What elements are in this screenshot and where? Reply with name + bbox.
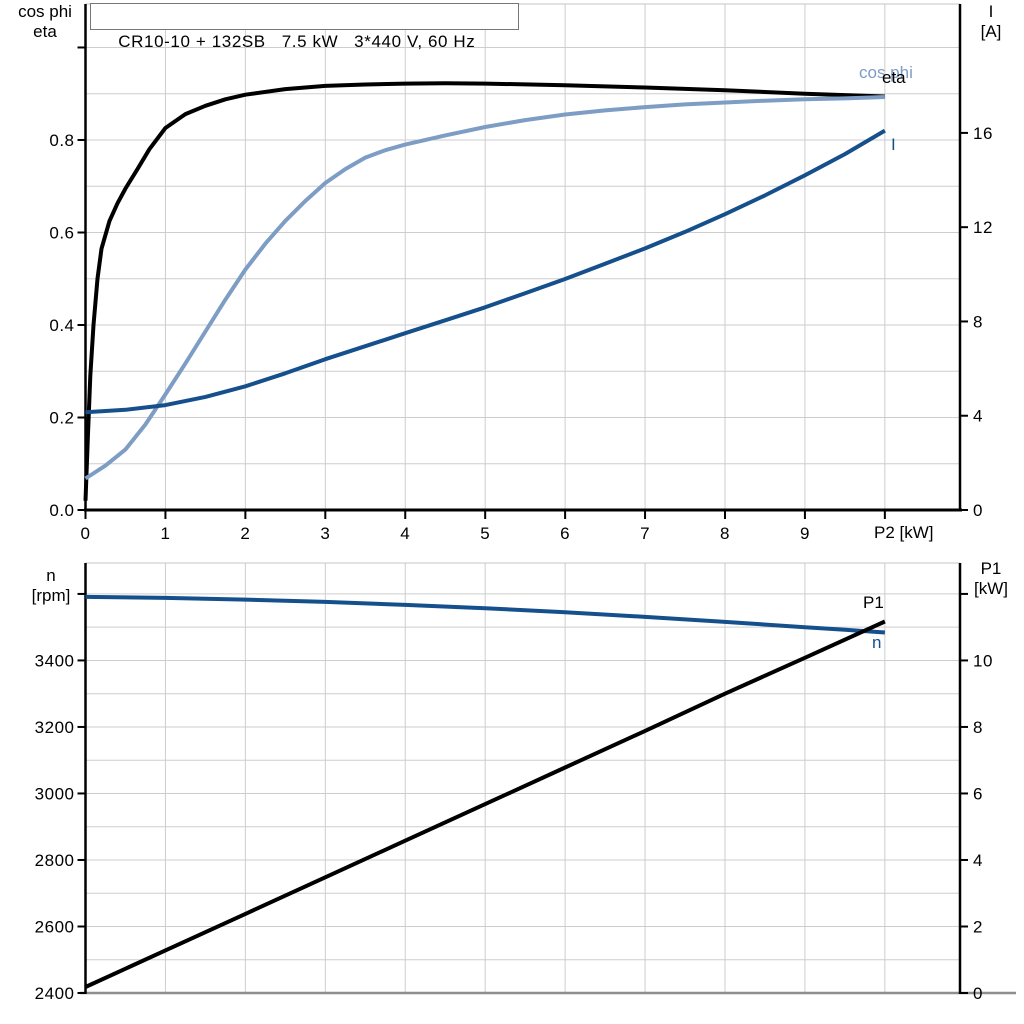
x-tick-label: 5: [480, 524, 490, 543]
x-tick-label: 0: [81, 524, 91, 543]
left-tick-label: 0.8: [49, 131, 74, 150]
curve-label-cos-phi: cos phi: [859, 63, 913, 82]
curve-label-eta: eta: [882, 68, 906, 87]
x-tick-label: 6: [560, 524, 570, 543]
power-axis-title-line1: P1: [980, 559, 1002, 578]
bottom-chart-ticks: [77, 592, 968, 994]
left-tick-label: 0.4: [49, 316, 74, 335]
curve-label-n: n: [872, 633, 882, 652]
left-tick-label: 0.2: [49, 408, 74, 427]
right-tick-label: 2: [973, 917, 983, 936]
top-right-axis-title: I [A]: [966, 2, 1016, 42]
right-tick-label: 8: [973, 312, 983, 331]
top-chart-ticks: [77, 46, 968, 519]
left-axis-title-line2: eta: [33, 22, 57, 41]
right-tick-label: 6: [973, 784, 983, 803]
bottom-chart-grid: [85, 562, 960, 993]
left-tick-label: 2400: [35, 984, 75, 1003]
x-tick-label: 9: [800, 524, 810, 543]
x-tick-label: 1: [160, 524, 170, 543]
series-cos-phi: [84, 95, 885, 481]
x-tick-label: 7: [640, 524, 650, 543]
right-tick-label: 12: [973, 218, 993, 237]
right-tick-label: 0: [973, 501, 983, 520]
right-tick-label: 4: [973, 851, 983, 870]
curve-label-P1: P1: [863, 593, 884, 612]
top-chart-axes: [84, 4, 962, 512]
x-tick-label: 2: [240, 524, 250, 543]
left-axis-title-line1: cos phi: [18, 2, 72, 21]
x-axis-label: P2 [kW]: [874, 523, 934, 542]
right-tick-label: 8: [973, 718, 983, 737]
left-tick-label: 2600: [35, 917, 75, 936]
bottom-chart: 2400 2600 2800 3000 3200 3400 0 2 4 6 8 10: [35, 562, 1016, 1003]
series-n: [85, 594, 886, 635]
series-eta: [83, 81, 885, 501]
right-tick-label: 16: [973, 124, 993, 143]
bottom-chart-axes: [80, 563, 1016, 995]
speed-axis-title-line2: [rpm]: [31, 586, 71, 605]
top-left-axis-title: cos phi eta: [6, 2, 84, 42]
right-axis-title-line1: I: [988, 2, 994, 21]
chart-title: CR10-10 + 132SB 7.5 kW 3*440 V, 60 Hz: [118, 32, 476, 51]
series-I: [85, 128, 886, 415]
x-tick-label: 4: [400, 524, 410, 543]
series-P1: [84, 619, 886, 989]
power-axis-title-line2: [kW]: [974, 579, 1008, 598]
right-tick-label: 4: [973, 407, 983, 426]
x-tick-label: 8: [720, 524, 730, 543]
bottom-left-axis-title: n [rpm]: [20, 566, 82, 606]
right-axis-title-line2: [A]: [980, 22, 1002, 41]
curve-label-I: I: [891, 135, 896, 154]
bottom-chart-tick-labels: 2400 2600 2800 3000 3200 3400 0 2 4 6 8 10: [35, 651, 993, 1003]
speed-axis-title-line1: n: [46, 566, 56, 585]
left-tick-label: 3000: [35, 784, 75, 803]
left-tick-label: 0.6: [49, 223, 74, 242]
x-tick-label: 3: [320, 524, 330, 543]
left-tick-label: 0.0: [49, 501, 74, 520]
left-tick-label: 3200: [35, 718, 75, 737]
top-chart-grid: [85, 3, 960, 510]
left-tick-label: 2800: [35, 851, 75, 870]
right-tick-label: 0: [973, 984, 983, 1003]
title-box: CR10-10 + 132SB 7.5 kW 3*440 V, 60 Hz: [90, 3, 519, 51]
left-tick-label: 3400: [35, 651, 75, 670]
right-tick-label: 10: [973, 651, 993, 670]
bottom-right-axis-title: P1 [kW]: [964, 559, 1018, 599]
